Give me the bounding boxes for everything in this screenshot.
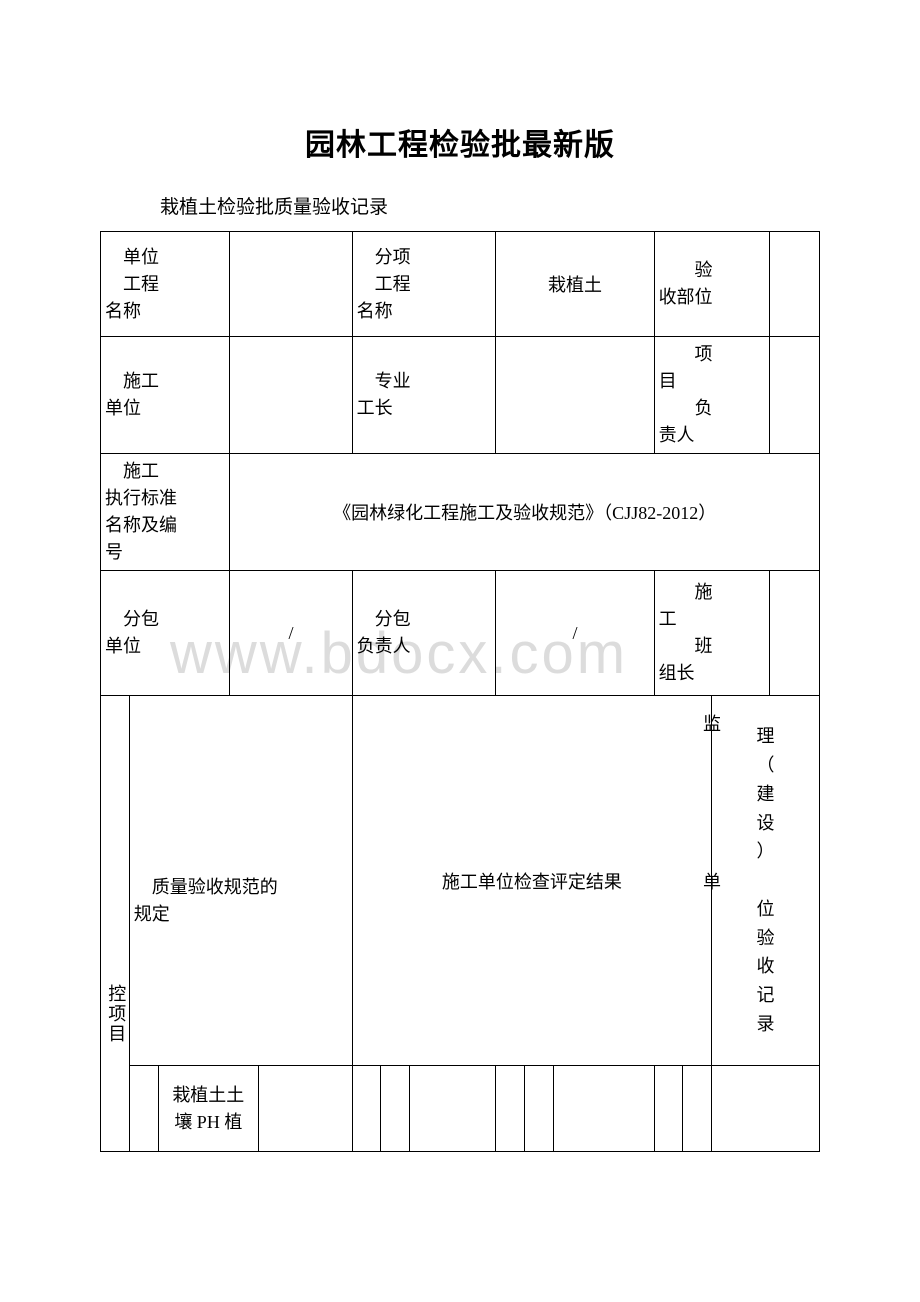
construction-unit-value xyxy=(230,337,352,454)
inspection-form-table: 单位 工程名称 分项 工程名称 栽植土 验收部位 施工单位 专业工长 项目 xyxy=(100,231,820,1152)
standard-name-value: 《园林绿化工程施工及验收规范》（CJJ82-2012） xyxy=(230,454,820,571)
standard-name-label: 施工执行标准名称及编号 xyxy=(101,454,230,571)
ph-item-label: 栽植土土壤 PH 植 xyxy=(158,1066,259,1152)
acceptance-part-label: 验收部位 xyxy=(654,232,769,337)
foreman-value xyxy=(496,337,654,454)
sub-project-name-label: 分项 工程名称 xyxy=(352,232,496,337)
data-cell xyxy=(381,1066,410,1152)
item-number-cell xyxy=(129,1066,158,1152)
table-row: 单位 工程名称 分项 工程名称 栽植土 验收部位 xyxy=(101,232,820,337)
table-row: 栽植土土壤 PH 植 xyxy=(101,1066,820,1152)
project-leader-value xyxy=(769,337,819,454)
document-content: 园林工程检验批最新版 栽植土检验批质量验收记录 单位 工程名称 xyxy=(100,120,820,1152)
acceptance-part-value xyxy=(769,232,819,337)
control-item-side-label: 控项目 xyxy=(101,696,130,1152)
quality-standard-label: 质量验收规范的规定 xyxy=(129,696,352,1066)
unit-project-name-value xyxy=(230,232,352,337)
page-subtitle: 栽植土检验批质量验收记录 xyxy=(160,192,820,219)
inspection-result-label: 施工单位检查评定结果 xyxy=(352,696,711,1066)
unit-project-name-label: 单位 工程名称 xyxy=(101,232,230,337)
data-cell xyxy=(259,1066,352,1152)
team-leader-value xyxy=(769,571,819,696)
foreman-label: 专业工长 xyxy=(352,337,496,454)
subcontract-leader-label: 分包负责人 xyxy=(352,571,496,696)
table-row: 施工单位 专业工长 项目 负责人 xyxy=(101,337,820,454)
data-cell xyxy=(525,1066,554,1152)
table-row: 分包单位 / 分包负责人 / 施工 班组长 xyxy=(101,571,820,696)
data-cell xyxy=(410,1066,496,1152)
data-cell xyxy=(496,1066,525,1152)
subcontract-unit-label: 分包单位 xyxy=(101,571,230,696)
data-cell xyxy=(352,1066,381,1152)
subcontract-unit-value: / xyxy=(230,571,352,696)
construction-unit-label: 施工单位 xyxy=(101,337,230,454)
data-cell xyxy=(654,1066,683,1152)
page-title: 园林工程检验批最新版 xyxy=(100,120,820,164)
data-cell xyxy=(683,1066,712,1152)
project-leader-label: 项目 负责人 xyxy=(654,337,769,454)
team-leader-label: 施工 班组长 xyxy=(654,571,769,696)
supervision-record-label: 监 理（建设）位验收记录 单 xyxy=(712,696,820,1066)
subcontract-leader-value: / xyxy=(496,571,654,696)
data-cell xyxy=(553,1066,654,1152)
table-row: 施工执行标准名称及编号 《园林绿化工程施工及验收规范》（CJJ82-2012） xyxy=(101,454,820,571)
table-row: 控项目 质量验收规范的规定 施工单位检查评定结果 监 理（建设）位验收记录 单 xyxy=(101,696,820,1066)
sub-project-name-value: 栽植土 xyxy=(496,232,654,337)
data-cell xyxy=(712,1066,820,1152)
